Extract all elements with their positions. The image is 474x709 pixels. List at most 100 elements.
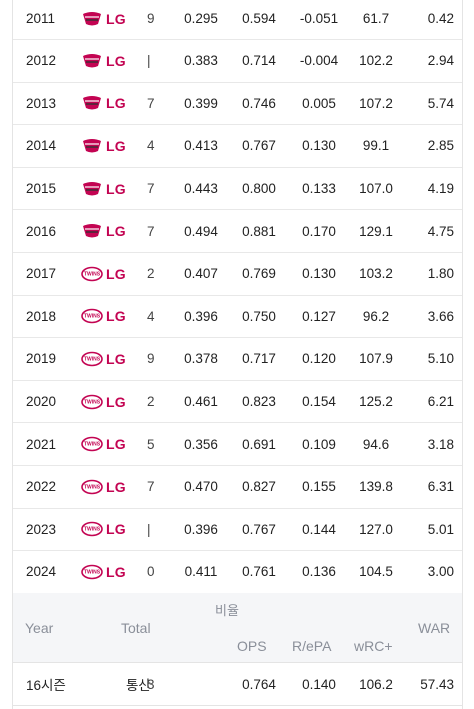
row-war: 3.66	[427, 308, 454, 324]
row-repa: 0.130	[302, 266, 336, 282]
team-logo: LG	[81, 181, 126, 197]
row-repa: 0.109	[302, 436, 336, 452]
team-name: LG	[106, 95, 126, 112]
svg-text:TWINS: TWINS	[84, 527, 101, 533]
row-team: TWINS LG	[81, 509, 126, 551]
row-ops: 0.761	[242, 564, 276, 580]
row-year: 2016	[26, 223, 57, 239]
team-name: LG	[106, 350, 126, 367]
row-war: 6.21	[427, 394, 454, 410]
lg-twins-emblem-icon	[81, 11, 103, 27]
row-ops: 0.717	[242, 351, 276, 367]
row-wrc: 102.2	[359, 53, 393, 69]
table-row: 2015 LG 7 0.443 0.800 0.133 107.0 4.19	[13, 168, 462, 211]
row-team: TWINS LG	[81, 381, 126, 423]
row-repa: 0.133	[302, 181, 336, 197]
team-name: LG	[106, 436, 126, 453]
row-year: 2018	[26, 308, 57, 324]
lg-twins-emblem-icon: TWINS	[81, 479, 103, 495]
row-ops: 0.691	[242, 436, 276, 452]
row-repa: 0.170	[302, 223, 336, 239]
row-wrc: 107.0	[359, 181, 393, 197]
table-row: 2023 TWINS LG | 0.396 0.767 0.144 127.0 5.01	[13, 509, 462, 552]
row-team: LG	[81, 0, 126, 39]
table-row: 2017 TWINS LG 2 0.407 0.769 0.130 103.2 1.80	[13, 253, 462, 296]
row-year: 2020	[26, 394, 57, 410]
totals-clipped-value: 3	[147, 676, 155, 692]
lg-twins-emblem-icon: TWINS	[81, 394, 103, 410]
row-obp: 0.295	[184, 11, 218, 26]
row-clipped-value: 2	[147, 266, 155, 282]
row-repa: -0.051	[299, 11, 339, 26]
table-row: 2022 TWINS LG 7 0.470 0.827 0.155 139.8 6.31	[13, 466, 462, 509]
team-logo: TWINS LG	[81, 479, 126, 495]
team-name: LG	[106, 52, 126, 69]
row-wrc: 99.1	[362, 138, 390, 154]
team-name: LG	[106, 393, 126, 410]
lg-twins-emblem-icon: TWINS	[81, 564, 103, 580]
row-obp: 0.383	[184, 53, 218, 69]
row-team: TWINS LG	[81, 466, 126, 508]
row-wrc: 107.2	[359, 95, 393, 111]
table-row: 2016 LG 7 0.494 0.881 0.170 129.1 4.75	[13, 210, 462, 253]
row-team: LG	[81, 40, 126, 82]
team-logo: TWINS LG	[81, 394, 126, 410]
row-ops: 0.769	[242, 266, 276, 282]
row-obp: 0.396	[184, 521, 218, 537]
row-ops: 0.800	[242, 181, 276, 197]
totals-header: Year Total 비율 OPS R/ePA wRC+ WAR	[13, 593, 462, 662]
row-war: 1.80	[427, 266, 454, 282]
table-row: 2013 LG 7 0.399 0.746 0.005 107.2 5.74	[13, 83, 462, 126]
lg-twins-emblem-icon	[81, 223, 103, 239]
row-year: 2011	[26, 11, 56, 26]
row-ops: 0.714	[242, 53, 276, 69]
row-repa: 0.144	[302, 521, 336, 537]
row-year: 2012	[26, 53, 57, 69]
svg-text:TWINS: TWINS	[84, 271, 101, 277]
table-right-border	[462, 0, 463, 709]
row-obp: 0.378	[184, 351, 218, 367]
svg-text:TWINS: TWINS	[84, 314, 101, 320]
career-totals-row: 16시즌 통산 3 0.764 0.140 106.2 57.43	[13, 662, 462, 706]
table-row: 2018 TWINS LG 4 0.396 0.750 0.127 96.2 3.66	[13, 296, 462, 339]
team-logo: TWINS LG	[81, 521, 126, 537]
row-obp: 0.411	[184, 564, 218, 580]
row-team: TWINS LG	[81, 423, 126, 465]
team-logo: TWINS LG	[81, 308, 126, 324]
svg-text:TWINS: TWINS	[84, 399, 101, 405]
team-name: LG	[106, 180, 126, 197]
table-row: 2024 TWINS LG 0 0.411 0.761 0.136 104.5 3.00	[13, 551, 462, 594]
row-year: 2019	[26, 351, 57, 367]
row-war: 2.85	[427, 138, 454, 154]
team-name: LG	[106, 478, 126, 495]
row-year: 2014	[26, 138, 57, 154]
row-obp: 0.399	[184, 95, 218, 111]
row-year: 2023	[26, 521, 57, 537]
team-logo: LG	[81, 53, 126, 69]
row-team: LG	[81, 125, 126, 167]
row-wrc: 103.2	[359, 266, 393, 282]
team-name: LG	[106, 265, 126, 282]
row-clipped-value: 5	[147, 436, 155, 452]
row-clipped-value: |	[147, 53, 151, 69]
lg-twins-emblem-icon	[81, 53, 103, 69]
table-row: 2021 TWINS LG 5 0.356 0.691 0.109 94.6 3.18	[13, 423, 462, 466]
team-name: LG	[106, 308, 126, 325]
row-obp: 0.470	[184, 479, 218, 495]
header-repa: R/ePA	[292, 638, 332, 654]
team-name: LG	[106, 521, 126, 538]
row-wrc: 61.7	[362, 11, 390, 26]
row-war: 2.94	[427, 53, 454, 69]
lg-twins-emblem-icon: TWINS	[81, 308, 103, 324]
totals-seasons: 16시즌	[26, 678, 66, 693]
row-wrc: 107.9	[359, 351, 393, 367]
row-clipped-value: 7	[147, 223, 155, 239]
lg-twins-emblem-icon: TWINS	[81, 521, 103, 537]
table-row: 2019 TWINS LG 9 0.378 0.717 0.120 107.9 5.10	[13, 338, 462, 381]
row-wrc: 104.5	[359, 564, 393, 580]
row-repa: 0.130	[302, 138, 336, 154]
row-wrc: 125.2	[359, 394, 393, 410]
totals-label: 통산	[126, 678, 151, 693]
row-repa: 0.120	[302, 351, 336, 367]
